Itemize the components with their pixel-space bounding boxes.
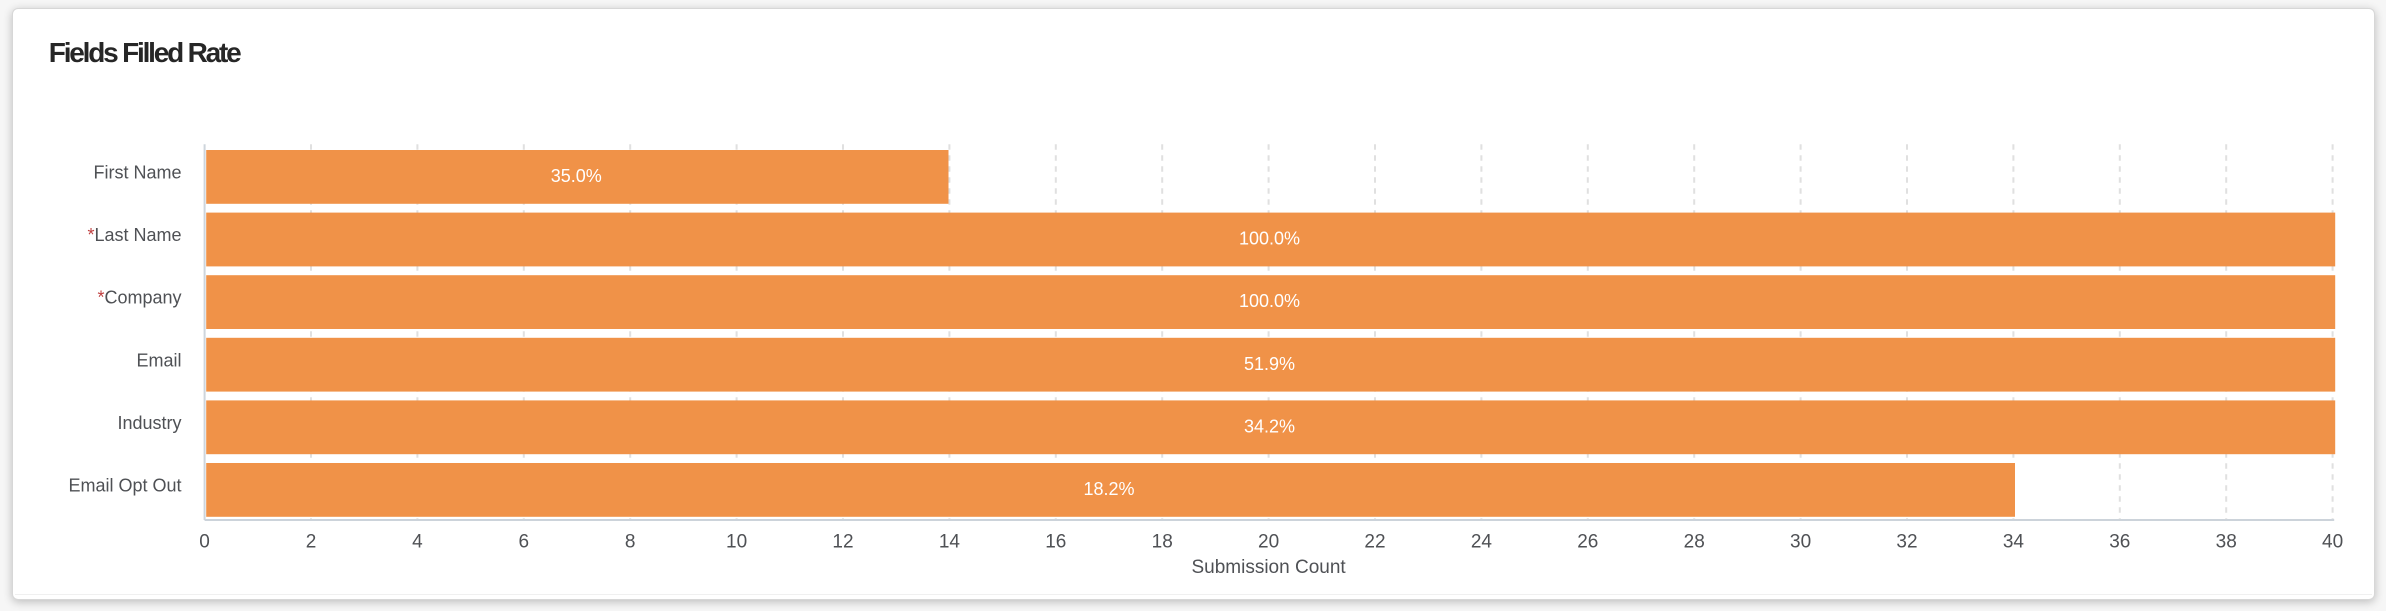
svg-text:36: 36 [2109,531,2130,552]
svg-text:16: 16 [1045,531,1066,552]
svg-text:2: 2 [306,531,317,552]
svg-text:Fields Filled Rate: Fields Filled Rate [49,37,241,68]
svg-text:6: 6 [519,531,530,552]
svg-text:First Name: First Name [93,163,181,183]
svg-text:32: 32 [1896,531,1917,552]
svg-text:4: 4 [412,531,423,552]
svg-text:30: 30 [1790,531,1811,552]
svg-text:*Company: *Company [97,288,181,308]
svg-text:100.0%: 100.0% [1239,291,1300,311]
svg-text:8: 8 [625,531,636,552]
svg-text:Email: Email [136,350,181,370]
svg-text:20: 20 [1258,531,1279,552]
svg-text:18.2%: 18.2% [1083,479,1134,499]
svg-text:18: 18 [1152,531,1173,552]
svg-text:10: 10 [726,531,747,552]
svg-text:28: 28 [1684,531,1705,552]
svg-text:Email Opt Out: Email Opt Out [68,476,181,496]
svg-text:12: 12 [832,531,853,552]
svg-text:40: 40 [2322,531,2343,552]
svg-text:Industry: Industry [117,413,181,433]
svg-text:34: 34 [2003,531,2025,552]
svg-text:34.2%: 34.2% [1244,416,1295,436]
svg-text:38: 38 [2216,531,2237,552]
svg-text:24: 24 [1471,531,1493,552]
svg-text:26: 26 [1577,531,1598,552]
svg-text:Submission Count: Submission Count [1191,557,1346,578]
svg-text:51.9%: 51.9% [1244,354,1295,374]
svg-text:0: 0 [199,531,210,552]
svg-text:22: 22 [1364,531,1385,552]
svg-text:*Last Name: *Last Name [87,225,181,245]
svg-text:35.0%: 35.0% [551,166,602,186]
svg-text:14: 14 [939,531,961,552]
svg-text:100.0%: 100.0% [1239,229,1300,249]
